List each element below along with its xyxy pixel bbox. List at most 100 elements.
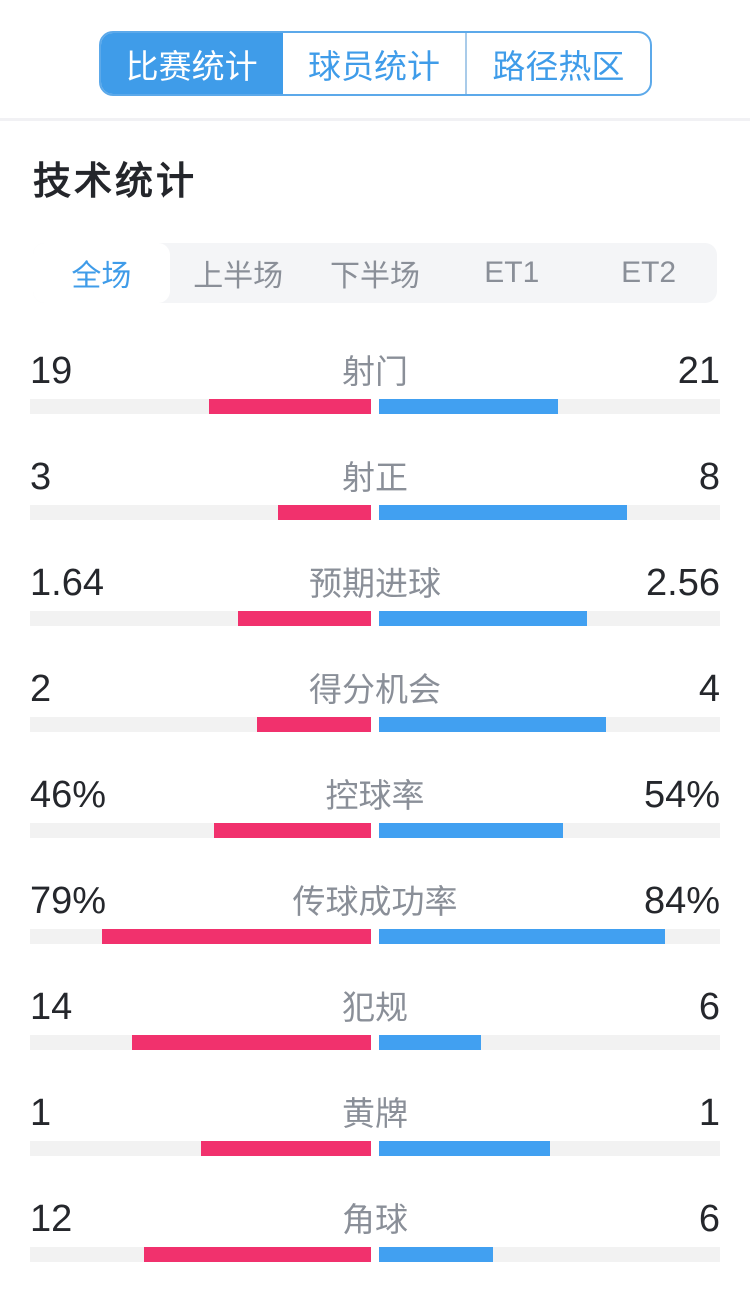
stat-label: 控球率: [325, 777, 425, 814]
right-value: 21: [677, 350, 720, 392]
top-tab-bar: 比赛统计 球员统计 路径热区: [98, 31, 652, 96]
right-bar-track: [379, 717, 720, 732]
left-bar-fill: [277, 505, 371, 520]
left-value: 79%: [30, 880, 107, 922]
stat-row: 12 角球 6: [30, 1179, 720, 1285]
right-bar-track: [379, 1247, 720, 1262]
right-bar-track: [379, 1035, 720, 1050]
right-value: 2.56: [646, 562, 720, 604]
stats-list: 19 射门 21 3 射正 8 1.: [0, 331, 750, 1285]
right-bar-track: [379, 929, 720, 944]
period-tab-et1[interactable]: ET1: [484, 256, 540, 289]
tab-path-heatmap[interactable]: 路径热区: [465, 33, 649, 94]
stat-bar: [30, 399, 720, 414]
left-bar-track: [30, 1035, 371, 1050]
stat-label: 预期进球: [309, 565, 441, 602]
stat-label: 犯规: [342, 989, 408, 1026]
left-bar-fill: [257, 717, 371, 732]
period-tab-et2[interactable]: ET2: [621, 256, 677, 289]
period-tab-full[interactable]: 全场: [33, 243, 170, 303]
right-value: 84%: [643, 880, 720, 922]
stat-row: 3 射正 8: [30, 437, 720, 543]
left-bar-fill: [143, 1247, 371, 1262]
right-value: 6: [698, 1198, 720, 1240]
left-value: 14: [30, 986, 73, 1028]
stat-row: 19 射门 21: [30, 331, 720, 437]
right-bar-track: [379, 823, 720, 838]
left-bar-fill: [214, 823, 371, 838]
stat-bar: [30, 929, 720, 944]
right-value: 54%: [643, 774, 720, 816]
left-value: 3: [30, 456, 52, 498]
left-bar-track: [30, 505, 371, 520]
stat-bar: [30, 1247, 720, 1262]
right-bar-track: [379, 1141, 720, 1156]
left-value: 1: [30, 1092, 52, 1134]
right-bar-fill: [379, 611, 587, 626]
right-value: 8: [698, 456, 720, 498]
stat-bar: [30, 823, 720, 838]
stat-bar: [30, 505, 720, 520]
stat-text-line: 1 黄牌 1: [30, 1087, 720, 1134]
left-bar-track: [30, 929, 371, 944]
left-bar-track: [30, 1247, 371, 1262]
stat-label: 黄牌: [342, 1095, 408, 1132]
right-bar-fill: [379, 929, 666, 944]
left-bar-fill: [200, 1141, 371, 1156]
stat-label: 射门: [342, 353, 408, 390]
right-bar-track: [379, 611, 720, 626]
left-value: 12: [30, 1198, 73, 1240]
stat-label: 得分机会: [309, 671, 441, 708]
right-bar-fill: [379, 717, 607, 732]
right-bar-fill: [379, 1035, 482, 1050]
stat-row: 2 得分机会 4: [30, 649, 720, 755]
right-value: 1: [698, 1092, 720, 1134]
right-bar-fill: [379, 823, 564, 838]
stat-text-line: 3 射正 8: [30, 451, 720, 498]
left-bar-track: [30, 611, 371, 626]
left-bar-fill: [132, 1035, 371, 1050]
right-bar-fill: [379, 505, 627, 520]
tab-player-stats[interactable]: 球员统计: [307, 47, 440, 85]
left-value: 46%: [30, 774, 107, 816]
left-bar-track: [30, 717, 371, 732]
stat-row: 1.64 预期进球 2.56: [30, 543, 720, 649]
stat-bar: [30, 717, 720, 732]
stat-bar: [30, 1035, 720, 1050]
stat-text-line: 46% 控球率 54%: [30, 769, 720, 816]
stat-text-line: 2 得分机会 4: [30, 663, 720, 710]
tab-match-stats[interactable]: 比赛统计: [100, 33, 283, 94]
left-bar-fill: [238, 611, 371, 626]
stat-bar: [30, 611, 720, 626]
separator-line: [0, 118, 750, 121]
stat-label: 射正: [342, 459, 408, 496]
right-bar-fill: [379, 1247, 493, 1262]
stat-text-line: 14 犯规 6: [30, 981, 720, 1028]
right-bar-fill: [379, 399, 559, 414]
left-bar-track: [30, 399, 371, 414]
period-tab-first-half[interactable]: 上半场: [193, 260, 284, 293]
stat-text-line: 19 射门 21: [30, 345, 720, 392]
period-tab-second-half[interactable]: 下半场: [329, 260, 420, 293]
stat-text-line: 1.64 预期进球 2.56: [30, 557, 720, 604]
stat-label: 传球成功率: [292, 883, 458, 920]
right-bar-track: [379, 505, 720, 520]
left-value: 2: [30, 668, 52, 710]
right-bar-track: [379, 399, 720, 414]
match-stats-page: 比赛统计 球员统计 路径热区 技术统计 全场 上半场 下半场 ET1 ET2 1…: [0, 31, 750, 1285]
stat-row: 46% 控球率 54%: [30, 755, 720, 861]
left-bar-track: [30, 1141, 371, 1156]
section-title: 技术统计: [33, 161, 198, 203]
stat-text-line: 12 角球 6: [30, 1193, 720, 1240]
left-bar-fill: [101, 929, 371, 944]
stat-row: 1 黄牌 1: [30, 1073, 720, 1179]
stat-row: 79% 传球成功率 84%: [30, 861, 720, 967]
stat-label: 角球: [342, 1201, 408, 1238]
left-bar-track: [30, 823, 371, 838]
left-value: 19: [30, 350, 73, 392]
stat-row: 14 犯规 6: [30, 967, 720, 1073]
right-value: 4: [698, 668, 720, 710]
right-value: 6: [698, 986, 720, 1028]
left-value: 1.64: [30, 562, 104, 604]
right-bar-fill: [379, 1141, 550, 1156]
